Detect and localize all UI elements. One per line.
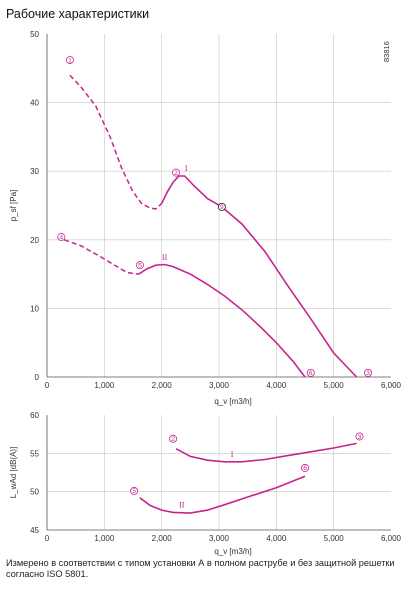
y-tick-label: 45	[30, 526, 39, 535]
series-II-line	[138, 263, 306, 378]
x-tick-label: 0	[45, 381, 50, 390]
operating-point-marker	[171, 168, 180, 177]
y-tick-label: 60	[30, 411, 39, 420]
y-tick-label: 55	[30, 449, 39, 458]
operating-point-label: 2	[171, 436, 175, 443]
chart-panel-1: 0 1,000 2,000 3,000 4,000 5,000 6,000 0 10 20 30 40…	[9, 30, 402, 406]
page-title: Рабочие характеристики	[6, 7, 150, 21]
x-axis-label: q_v [m3/h]	[214, 547, 251, 556]
series-I-dashed	[69, 74, 163, 210]
y-tick-label: 50	[30, 30, 39, 39]
operating-point-label: 4	[60, 234, 64, 241]
x-tick-label: 6,000	[381, 381, 402, 390]
operating-point-marker	[169, 434, 178, 443]
operating-point-marker	[135, 261, 144, 270]
operating-point-marker	[364, 368, 373, 377]
operating-point-marker	[355, 432, 364, 441]
series-label-I: I	[185, 164, 188, 173]
x-tick-label: 2,000	[152, 534, 173, 543]
series-I-line	[160, 175, 358, 378]
series-label-II: II	[179, 500, 185, 509]
x-axis-label: q_v [m3/h]	[214, 397, 251, 406]
y-tick-label: 50	[30, 488, 39, 497]
operating-point-label: 6	[303, 465, 307, 472]
operating-point-label: 5	[138, 262, 142, 269]
y-tick-label: 30	[30, 167, 39, 176]
operating-point-label: 9	[220, 204, 224, 211]
operating-point-marker	[65, 56, 74, 65]
series-II-dashed	[63, 239, 139, 275]
x-tick-label: 2,000	[152, 381, 173, 390]
operating-point-label: 5	[132, 488, 136, 495]
x-tick-label: 5,000	[324, 381, 345, 390]
operating-point-label: 1	[68, 57, 72, 64]
y-tick-label: 20	[30, 236, 39, 245]
chart-panel-2: 0 1,000 2,000 3,000 4,000 5,000 6,000 45 50 55 60 q…	[9, 411, 402, 556]
x-tick-label: 5,000	[324, 534, 345, 543]
x-tick-label: 6,000	[381, 534, 402, 543]
diagram-code: 83816	[382, 41, 391, 62]
x-tick-label: 0	[45, 534, 50, 543]
y-tick-label: 10	[30, 304, 39, 313]
x-tick-label: 1,000	[94, 381, 115, 390]
x-tick-label: 1,000	[94, 534, 115, 543]
operating-point-label: 2	[174, 170, 178, 177]
operating-point-marker	[300, 463, 309, 472]
operating-point-marker	[217, 202, 226, 211]
x-tick-label: 4,000	[266, 381, 287, 390]
series-label-II: II	[162, 253, 168, 262]
operating-point-marker	[130, 486, 139, 495]
footnote: Измерено в соответствии с типом установк…	[6, 558, 395, 579]
operating-point-marker	[306, 368, 315, 377]
x-tick-label: 3,000	[209, 534, 230, 543]
operating-point-label: 3	[358, 434, 362, 441]
operating-point-label: 3	[366, 370, 370, 377]
y-axis-label: L_wAd [dB(A)]	[9, 447, 18, 499]
operating-point-label: 6	[309, 370, 313, 377]
performance-chart: 0 1,000 2,000 3,000 4,000 5,000 6,000010203040…	[9, 30, 402, 556]
x-tick-label: 3,000	[209, 381, 230, 390]
series-label-I: I	[231, 450, 234, 459]
x-tick-label: 4,000	[266, 534, 287, 543]
series-II-line	[139, 475, 306, 514]
y-tick-label: 40	[30, 99, 39, 108]
series-I-line	[175, 442, 357, 463]
y-tick-label: 0	[35, 373, 40, 382]
y-axis-label: p_sf [Pa]	[9, 190, 18, 222]
operating-point-marker	[57, 233, 66, 242]
